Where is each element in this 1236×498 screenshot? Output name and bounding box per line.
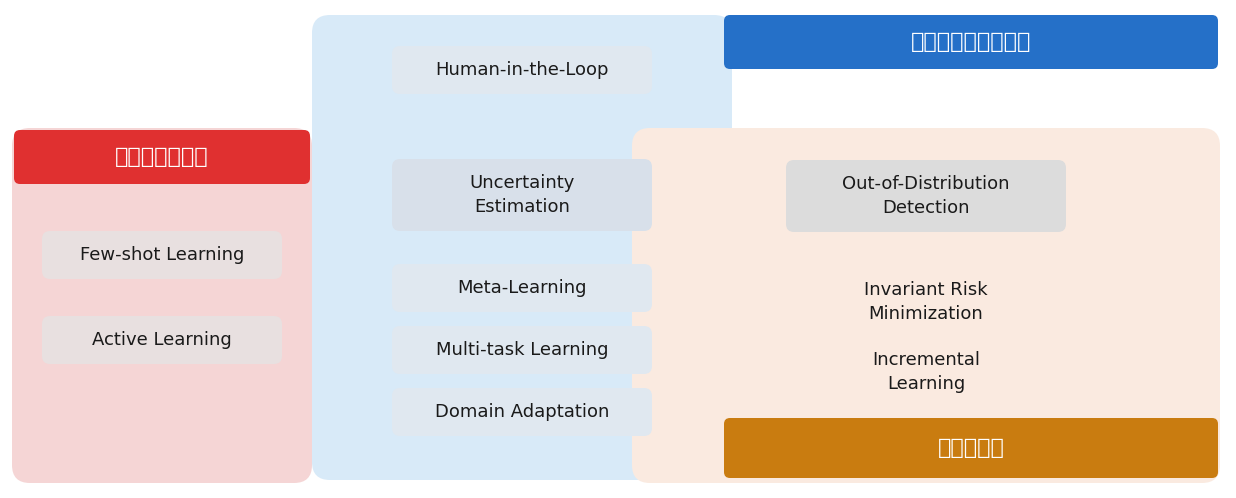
- Text: Meta-Learning: Meta-Learning: [457, 279, 587, 297]
- Text: Few-shot Learning: Few-shot Learning: [80, 246, 245, 264]
- FancyBboxPatch shape: [14, 130, 310, 184]
- FancyBboxPatch shape: [12, 128, 311, 483]
- FancyBboxPatch shape: [392, 326, 653, 374]
- FancyBboxPatch shape: [724, 15, 1217, 69]
- Text: Incremental
Learning: Incremental Learning: [873, 351, 980, 393]
- FancyBboxPatch shape: [392, 159, 653, 231]
- FancyBboxPatch shape: [786, 160, 1065, 232]
- Text: メカニズムの複雑さ: メカニズムの複雑さ: [911, 32, 1031, 52]
- FancyBboxPatch shape: [392, 264, 653, 312]
- FancyBboxPatch shape: [42, 231, 282, 279]
- FancyBboxPatch shape: [392, 46, 653, 94]
- Text: データの少なさ: データの少なさ: [115, 147, 209, 167]
- Text: Human-in-the-Loop: Human-in-the-Loop: [435, 61, 609, 79]
- FancyBboxPatch shape: [632, 128, 1220, 483]
- FancyBboxPatch shape: [724, 418, 1217, 478]
- FancyBboxPatch shape: [42, 316, 282, 364]
- Text: Out-of-Distribution
Detection: Out-of-Distribution Detection: [842, 175, 1010, 217]
- FancyBboxPatch shape: [392, 388, 653, 436]
- Text: Multi-task Learning: Multi-task Learning: [436, 341, 608, 359]
- Text: 分布の差異: 分布の差異: [938, 438, 1005, 458]
- FancyBboxPatch shape: [311, 15, 732, 480]
- Text: Domain Adaptation: Domain Adaptation: [435, 403, 609, 421]
- Text: Uncertainty
Estimation: Uncertainty Estimation: [470, 174, 575, 216]
- Text: Active Learning: Active Learning: [93, 331, 232, 349]
- Text: Invariant Risk
Minimization: Invariant Risk Minimization: [864, 281, 988, 323]
